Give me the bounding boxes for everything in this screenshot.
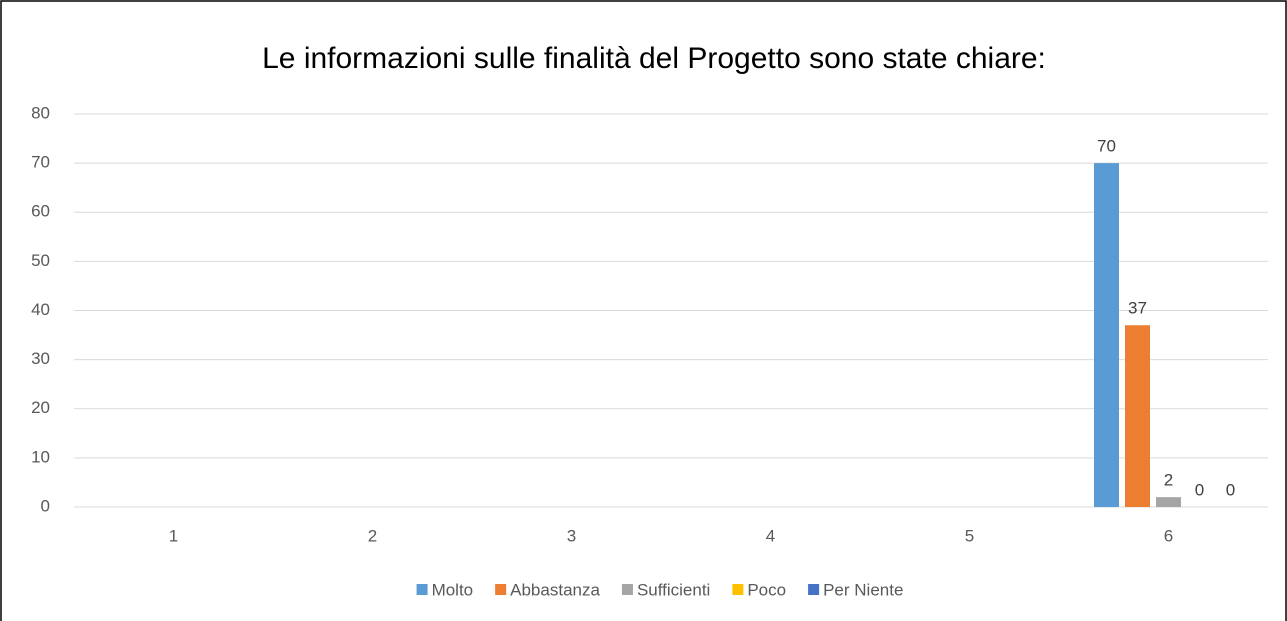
y-tick-label: 40 (31, 300, 50, 319)
data-label: 70 (1097, 137, 1116, 156)
y-tick-label: 70 (31, 153, 50, 172)
legend-label: Abbastanza (510, 580, 600, 599)
legend-swatch (808, 584, 820, 595)
bar (1125, 325, 1150, 507)
legend-label: Per Niente (823, 580, 903, 599)
legend-swatch (416, 584, 428, 595)
legend-swatch (732, 584, 744, 595)
y-tick-label: 80 (31, 103, 50, 122)
data-label: 37 (1128, 299, 1147, 318)
x-tick-label: 5 (965, 526, 974, 545)
bar (1156, 497, 1181, 507)
x-tick-label: 4 (766, 526, 775, 545)
x-tick-label: 2 (368, 526, 377, 545)
y-tick-label: 50 (31, 251, 50, 270)
legend-label: Sufficienti (637, 580, 710, 599)
chart-title: Le informazioni sulle finalità del Proge… (262, 42, 1046, 75)
x-tick-label: 6 (1164, 526, 1173, 545)
y-tick-label: 60 (31, 202, 50, 221)
x-tick-label: 3 (567, 526, 576, 545)
y-tick-label: 10 (31, 447, 50, 466)
data-label: 0 (1195, 480, 1204, 499)
legend-swatch (495, 584, 507, 595)
legend-label: Poco (747, 580, 786, 599)
data-label: 0 (1226, 480, 1235, 499)
legend-swatch (621, 584, 633, 595)
y-tick-label: 0 (41, 496, 50, 515)
x-tick-label: 1 (169, 526, 178, 545)
y-tick-label: 30 (31, 349, 50, 368)
data-label: 2 (1164, 471, 1173, 490)
bar (1094, 163, 1119, 507)
legend-label: Molto (432, 580, 474, 599)
y-tick-label: 20 (31, 398, 50, 417)
